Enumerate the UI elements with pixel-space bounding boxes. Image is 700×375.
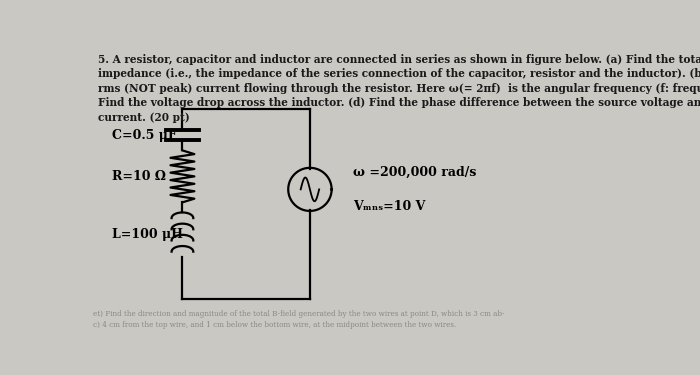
Text: 5. A resistor, capacitor and inductor are connected in series as shown in figure: 5. A resistor, capacitor and inductor ar…: [98, 54, 700, 123]
Text: Vₘₙₛ=10 V: Vₘₙₛ=10 V: [354, 200, 426, 213]
Text: c) 4 cm from the top wire, and 1 cm below the bottom wire, at the midpoint betwe: c) 4 cm from the top wire, and 1 cm belo…: [93, 321, 456, 329]
Text: ω =200,000 rad/s: ω =200,000 rad/s: [354, 165, 477, 178]
Text: et) Find the direction and magnitude of the total B-field generated by the two w: et) Find the direction and magnitude of …: [93, 310, 505, 318]
Text: C=0.5 μF: C=0.5 μF: [112, 129, 176, 142]
Text: L=100 μH: L=100 μH: [112, 228, 183, 242]
Text: R=10 Ω: R=10 Ω: [112, 170, 166, 183]
